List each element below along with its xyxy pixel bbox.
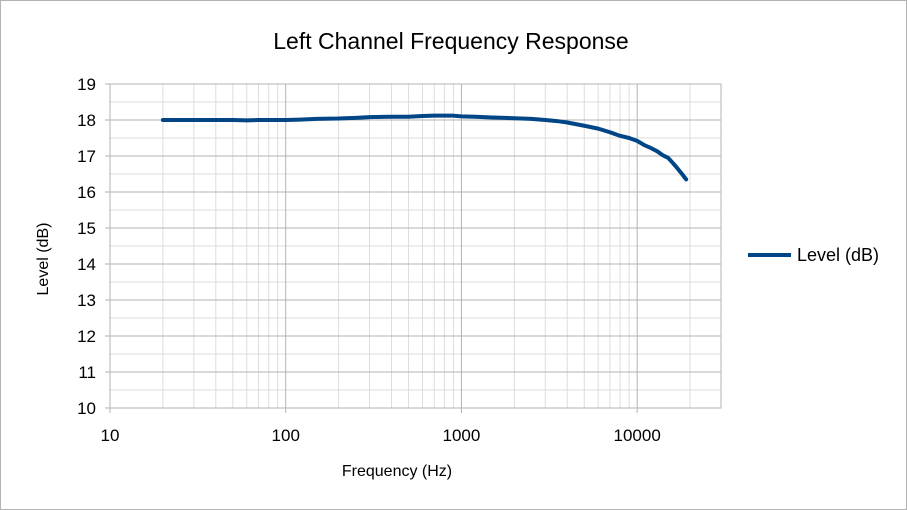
x-tick-label: 10000	[614, 426, 661, 445]
x-tick-label: 1000	[443, 426, 481, 445]
y-tick-label: 17	[77, 147, 96, 166]
series-layer	[160, 113, 689, 182]
legend: Level (dB)	[748, 245, 879, 265]
chart-title: Left Channel Frequency Response	[273, 28, 628, 54]
x-tick-label: 10	[101, 426, 120, 445]
major-gridlines	[105, 83, 721, 413]
x-axis-label: Frequency (Hz)	[342, 463, 452, 480]
y-tick-label: 16	[77, 183, 96, 202]
y-axis-tick-labels: 10 11 12 13 14 15 16 17 18 19	[77, 75, 96, 418]
y-tick-label: 10	[77, 399, 96, 418]
y-tick-label: 19	[77, 75, 96, 94]
x-tick-label: 100	[272, 426, 300, 445]
y-tick-label: 13	[77, 291, 96, 310]
y-tick-label: 11	[78, 363, 96, 382]
y-tick-label: 15	[77, 219, 96, 238]
minor-gridlines	[110, 84, 721, 408]
x-axis-tick-labels: 10 100 1000 10000	[101, 426, 661, 445]
y-axis-label: Level (dB)	[35, 223, 52, 296]
y-tick-label: 14	[77, 255, 96, 274]
y-tick-label: 12	[77, 327, 96, 346]
y-tick-label: 18	[77, 111, 96, 130]
plot-area-border	[109, 83, 722, 409]
series-line	[160, 113, 689, 182]
legend-label: Level (dB)	[797, 245, 879, 265]
